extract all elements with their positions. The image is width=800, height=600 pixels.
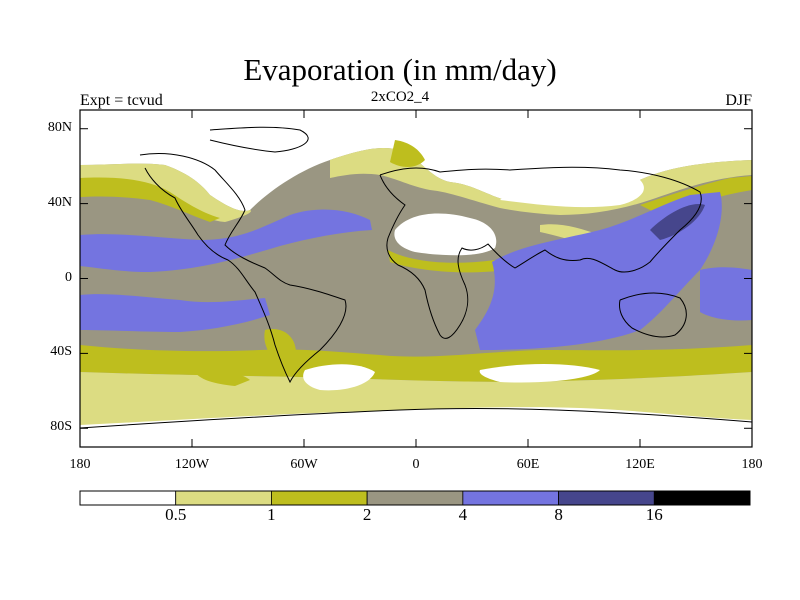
colorbar-swatch — [558, 490, 655, 506]
lon-tick-label: 120W — [174, 457, 210, 472]
lon-tick-label: 180 — [69, 457, 91, 472]
colorbar-level-label: 8 — [554, 505, 563, 524]
field-band-4-8-north-pacific — [80, 209, 372, 272]
colorbar-swatch — [462, 490, 559, 506]
lon-tick-label: 120E — [625, 457, 655, 472]
lat-tick-label: 80S — [50, 419, 72, 435]
lon-tick-label: 60W — [290, 457, 318, 472]
colorbar-level-label: 0.5 — [165, 505, 187, 524]
colorbar-level-label: 16 — [645, 505, 663, 524]
lon-tick-label: 0 — [412, 457, 420, 472]
season-label: DJF — [725, 92, 752, 109]
colorbar-level-label: 1 — [267, 505, 276, 524]
colorbar-swatch — [79, 490, 177, 506]
colorbar — [79, 490, 751, 506]
map-field — [80, 110, 752, 447]
colorbar-swatch — [175, 490, 272, 506]
lat-tick-label: 0 — [65, 269, 72, 285]
lat-tick-label: 40N — [47, 194, 72, 210]
lon-tick-label: 60E — [516, 457, 540, 472]
lon-tick-label: 180 — [741, 457, 763, 472]
plot-title: Evaporation (in mm/day) — [243, 52, 557, 87]
coastlines — [80, 126, 752, 429]
colorbar-level-label: 2 — [362, 505, 372, 524]
axis-ticks — [79, 110, 753, 447]
experiment-label: Expt = tcvud — [80, 92, 163, 109]
plot-subtitle: 2xCO2_4 — [370, 89, 430, 105]
field-band-1-2-north — [80, 177, 220, 222]
colorbar-swatch — [653, 490, 751, 506]
colorbar-level-label: 4 — [458, 505, 468, 524]
colorbar-frame — [79, 490, 751, 506]
colorbar-swatch — [366, 490, 464, 506]
colorbar-swatch — [271, 490, 368, 506]
field-band-lt-0.5-sahara — [394, 213, 497, 256]
lat-tick-label: 80N — [47, 119, 72, 135]
lat-tick-label: 40S — [50, 344, 72, 360]
